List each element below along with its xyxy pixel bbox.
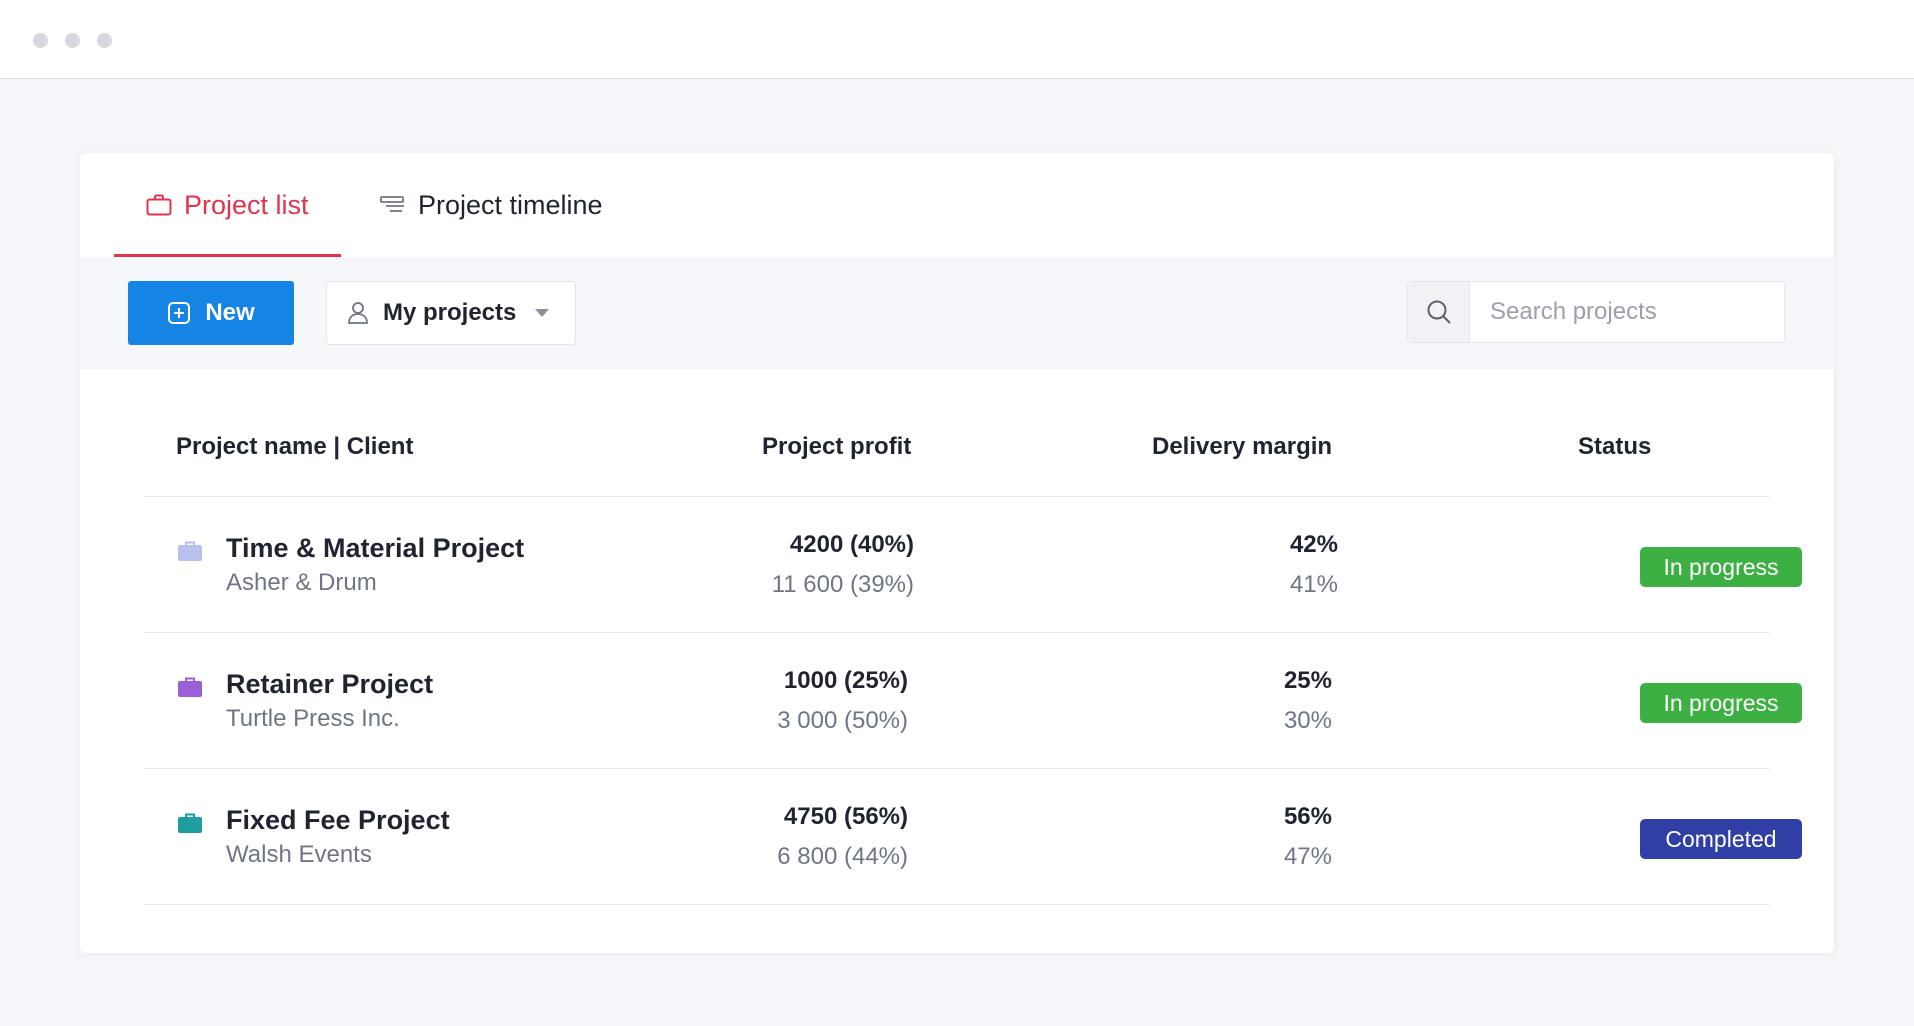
status-badge: In progress bbox=[1640, 683, 1802, 723]
project-profit-secondary: 11 600 (39%) bbox=[771, 571, 914, 598]
new-button-label: New bbox=[205, 299, 255, 326]
project-briefcase-icon bbox=[178, 541, 202, 561]
column-header-margin[interactable]: Delivery margin bbox=[1152, 433, 1333, 460]
project-name[interactable]: Retainer Project bbox=[226, 669, 434, 699]
search-box bbox=[1407, 281, 1785, 343]
briefcase-icon bbox=[146, 194, 172, 216]
delivery-margin: 42% bbox=[1289, 531, 1338, 558]
client-name: Asher & Drum bbox=[226, 569, 377, 596]
timeline-icon bbox=[380, 196, 404, 212]
table-row[interactable]: Time & Material Project Asher & Drum 420… bbox=[144, 497, 1802, 633]
table-row[interactable]: Fixed Fee Project Walsh Events 4750 (56%… bbox=[144, 769, 1802, 905]
window-titlebar bbox=[0, 0, 1914, 79]
toolbar: New My projects bbox=[80, 257, 1834, 369]
filter-label: My projects bbox=[383, 299, 517, 326]
tab-bar: Project list Project timeline bbox=[80, 153, 1834, 257]
caret-down-icon bbox=[535, 309, 550, 317]
table-divider bbox=[144, 904, 1770, 905]
table-divider bbox=[144, 768, 1770, 769]
project-profit: 4200 (40%) bbox=[789, 531, 914, 558]
new-project-button[interactable]: New bbox=[128, 281, 294, 345]
window-maximize-dot[interactable] bbox=[97, 33, 112, 48]
project-profit: 1000 (25%) bbox=[783, 667, 908, 694]
project-name[interactable]: Fixed Fee Project bbox=[226, 805, 450, 835]
project-name[interactable]: Time & Material Project bbox=[226, 533, 525, 563]
column-header-status[interactable]: Status bbox=[1578, 433, 1652, 460]
projects-card: Project list Project timeline New bbox=[80, 153, 1834, 953]
window-close-dot[interactable] bbox=[33, 33, 48, 48]
tab-label: Project list bbox=[184, 189, 309, 220]
search-button[interactable] bbox=[1408, 282, 1470, 342]
project-briefcase-icon bbox=[178, 677, 202, 697]
project-briefcase-icon bbox=[178, 813, 202, 833]
column-header-profit[interactable]: Project profit bbox=[762, 433, 912, 460]
status-badge: In progress bbox=[1640, 547, 1802, 587]
user-icon bbox=[348, 302, 368, 324]
client-name: Walsh Events bbox=[226, 841, 372, 868]
tab-project-list[interactable]: Project list bbox=[114, 153, 341, 257]
status-badge: Completed bbox=[1640, 819, 1802, 859]
window-minimize-dot[interactable] bbox=[65, 33, 80, 48]
plus-square-icon bbox=[168, 302, 191, 324]
project-profit-secondary: 3 000 (50%) bbox=[777, 707, 908, 734]
tab-label: Project timeline bbox=[418, 189, 603, 220]
delivery-margin-secondary: 41% bbox=[1289, 571, 1338, 598]
column-header-name[interactable]: Project name | Client bbox=[176, 433, 414, 460]
delivery-margin-secondary: 30% bbox=[1283, 707, 1332, 734]
search-input[interactable] bbox=[1470, 283, 1780, 341]
project-profit-secondary: 6 800 (44%) bbox=[777, 843, 908, 870]
tab-project-timeline[interactable]: Project timeline bbox=[380, 153, 603, 257]
project-filter-dropdown[interactable]: My projects bbox=[326, 281, 576, 345]
search-icon bbox=[1427, 300, 1451, 324]
delivery-margin-secondary: 47% bbox=[1283, 843, 1332, 870]
delivery-margin: 56% bbox=[1283, 803, 1332, 830]
delivery-margin: 25% bbox=[1283, 667, 1332, 694]
table-divider bbox=[144, 632, 1770, 633]
table-row[interactable]: Retainer Project Turtle Press Inc. 1000 … bbox=[144, 633, 1802, 769]
table-divider bbox=[144, 496, 1770, 497]
project-profit: 4750 (56%) bbox=[783, 803, 908, 830]
client-name: Turtle Press Inc. bbox=[226, 705, 400, 732]
